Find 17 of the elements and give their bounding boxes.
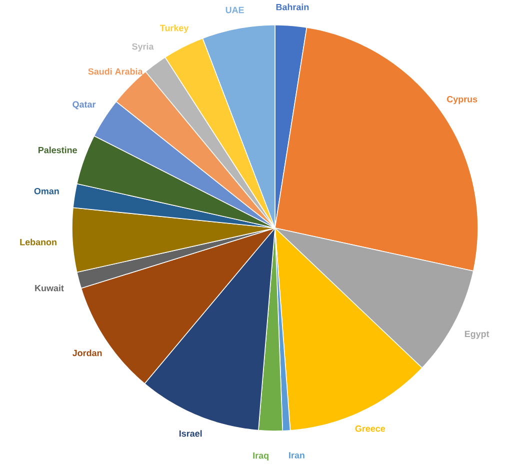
- slice-label: Syria: [132, 43, 154, 52]
- slice-label: Jordan: [72, 350, 102, 356]
- slice-label: Iraq: [253, 452, 268, 460]
- slice-label: Palestine: [38, 146, 77, 154]
- slice-label: Qatar: [72, 101, 96, 110]
- slice-label: Turkey: [160, 24, 189, 33]
- slice-label: Iran: [289, 452, 304, 458]
- slice-label: Saudi Arabia: [88, 68, 143, 75]
- slice-label: Oman: [34, 188, 59, 194]
- slice-label: Cyprus: [447, 96, 478, 104]
- slice-label: Kuwait: [35, 284, 64, 292]
- slice-label: Lebanon: [20, 238, 56, 246]
- slice-label: UAE: [226, 6, 244, 14]
- slice-label: Egypt: [464, 330, 490, 339]
- slice-label: Israel: [179, 430, 202, 437]
- slice-label: Bahrain: [276, 4, 309, 10]
- slice-label: Greece: [355, 425, 386, 432]
